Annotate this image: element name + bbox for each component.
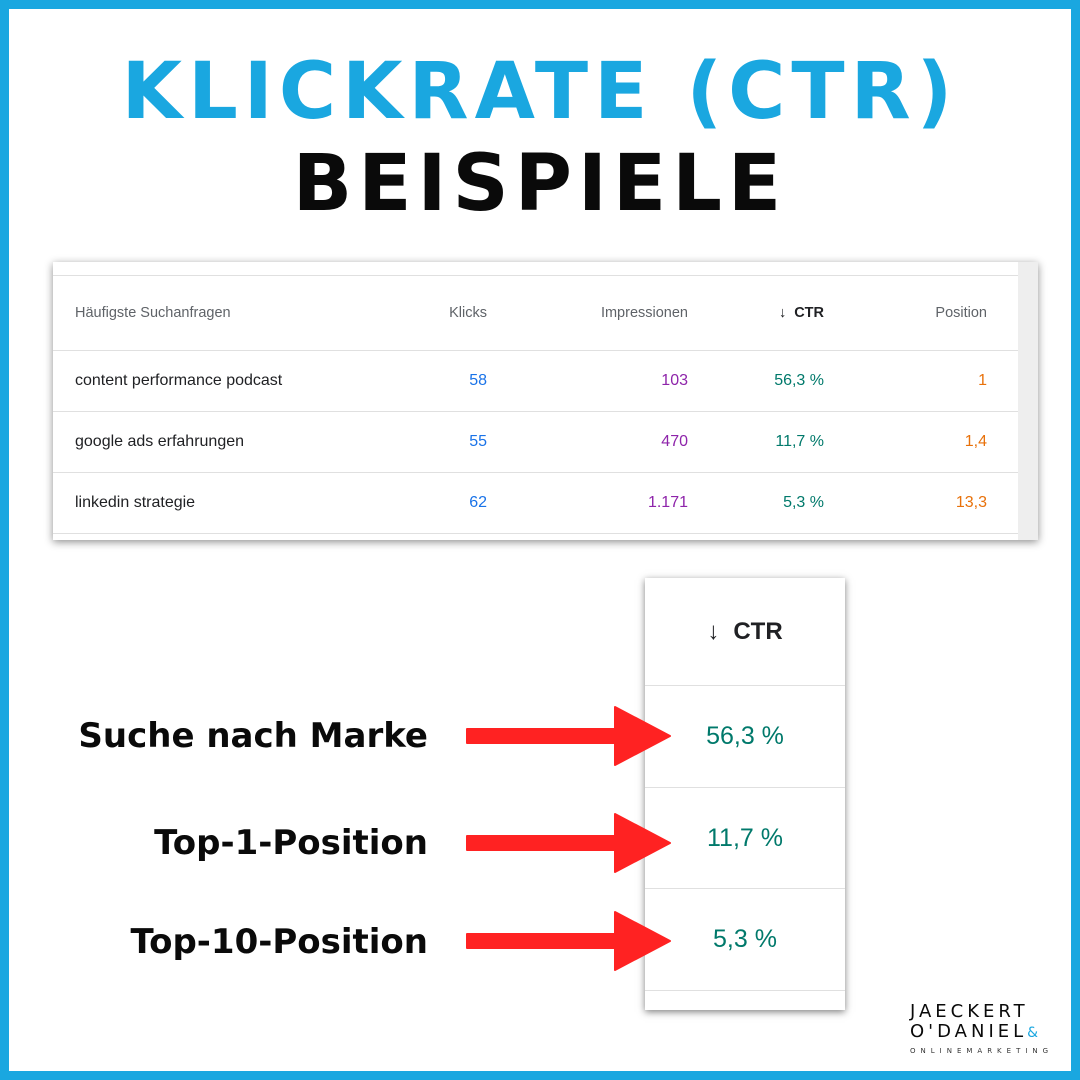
ctr-zoom-value: 5,3 %	[645, 889, 845, 991]
position-cell: 1,4	[964, 433, 987, 450]
header-query[interactable]: Häufigste Suchanfragen	[75, 305, 231, 321]
header-ctr[interactable]: ↓ CTR	[713, 276, 824, 350]
sort-down-icon: ↓	[707, 617, 720, 645]
logo-line-1: JAECKERT	[910, 1001, 1029, 1022]
ctr-zoom-value: 11,7 %	[645, 788, 845, 889]
company-logo: JAECKERT O'DANIEL& ONLINEMARKETING	[910, 1002, 1065, 1058]
position-cell: 1	[978, 372, 987, 389]
sort-down-icon: ↓	[778, 305, 787, 321]
clicks-cell: 55	[469, 433, 487, 450]
label-top-10-position: Top-10-Position	[130, 922, 428, 962]
impressions-cell: 103	[661, 372, 688, 389]
red-arrow-icon	[466, 706, 671, 766]
ctr-zoom-header-label: CTR	[733, 617, 783, 645]
red-arrow-icon	[466, 813, 671, 873]
ctr-zoom-card: ↓ CTR 56,3 % 11,7 % 5,3 %	[645, 578, 845, 1010]
label-top-1-position: Top-1-Position	[154, 823, 428, 863]
header-impressions[interactable]: Impressionen	[600, 305, 688, 321]
ctr-cell: 56,3 %	[774, 372, 824, 389]
label-brand-search: Suche nach Marke	[78, 716, 428, 756]
ampersand-icon: &	[1027, 1025, 1039, 1041]
ctr-cell: 11,7 %	[775, 433, 824, 450]
table-scrollbar[interactable]	[1018, 262, 1038, 540]
red-arrow-icon	[466, 911, 671, 971]
logo-line-3: ONLINEMARKETING	[910, 1047, 1054, 1055]
table-row[interactable]: content performance podcast 58 103 56,3 …	[53, 351, 1018, 412]
table-row[interactable]: google ads erfahrungen 55 470 11,7 % 1,4	[53, 412, 1018, 473]
clicks-cell: 62	[469, 494, 487, 511]
impressions-cell: 470	[661, 433, 688, 450]
query-cell: linkedin strategie	[75, 494, 196, 511]
impressions-cell: 1.171	[647, 494, 688, 511]
header-clicks[interactable]: Klicks	[449, 305, 487, 321]
position-cell: 13,3	[955, 494, 987, 511]
query-cell: google ads erfahrungen	[75, 433, 245, 450]
title-line-1: KLICKRATE (CTR)	[121, 47, 959, 137]
ctr-zoom-header: ↓ CTR	[645, 578, 845, 686]
header-ctr-label: CTR	[794, 305, 824, 321]
header-position[interactable]: Position	[935, 305, 987, 321]
ctr-zoom-value: 56,3 %	[645, 686, 845, 788]
search-queries-table: Häufigste Suchanfragen Klicks Impression…	[53, 262, 1038, 540]
table-top-divider	[53, 275, 1018, 276]
query-cell: content performance podcast	[75, 372, 283, 389]
clicks-cell: 58	[469, 372, 487, 389]
title-line-2: BEISPIELE	[292, 139, 788, 229]
logo-line-2: O'DANIEL&	[910, 1022, 1065, 1043]
table-header-row: Häufigste Suchanfragen Klicks Impression…	[53, 276, 1018, 351]
table-row[interactable]: linkedin strategie 62 1.171 5,3 % 13,3	[53, 473, 1018, 534]
logo-line-2-text: O'DANIEL	[910, 1021, 1028, 1042]
ctr-cell: 5,3 %	[783, 494, 824, 511]
